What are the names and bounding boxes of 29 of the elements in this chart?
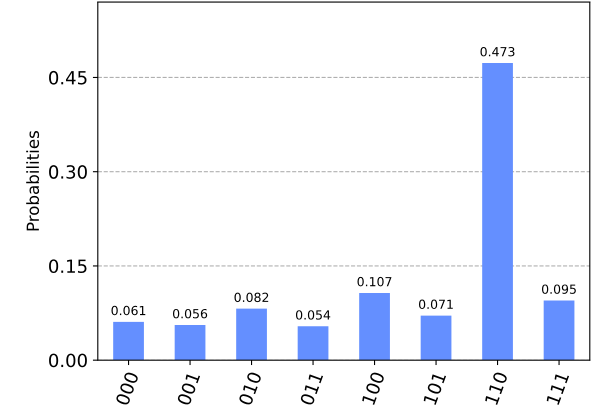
data-label: 0.054 [296,310,330,320]
x-tick-label: 110 [484,371,508,406]
bar [482,63,513,360]
x-tick-label: 111 [546,372,570,406]
bar [174,324,206,360]
data-label: 0.107 [357,276,392,286]
y-tick-label: 0.00 [49,354,87,368]
x-tick-label: 011 [300,372,324,406]
data-label: 0.056 [172,308,208,318]
x-tick-label: 000 [115,371,139,406]
x-tick-label: 100 [361,371,385,406]
bar [298,326,328,360]
y-tick-label: 0.30 [49,165,87,179]
bar [420,316,452,360]
data-label: 0.095 [542,284,576,294]
y-axis-title: Probabilities [26,131,40,230]
y-tick-label: 0.45 [49,70,86,85]
bar [544,300,574,360]
data-label: 0.082 [234,292,268,302]
data-label: 0.061 [111,306,146,316]
y-tick-label: 0.15 [49,259,86,274]
x-tick-label: 101 [422,372,446,406]
bar [359,292,390,360]
data-label: 0.071 [418,300,453,309]
x-tick-label: 001 [176,372,200,406]
bar [236,308,267,360]
data-label: 0.473 [480,46,514,56]
bar [113,322,144,360]
x-tick-label: 010 [238,371,262,406]
